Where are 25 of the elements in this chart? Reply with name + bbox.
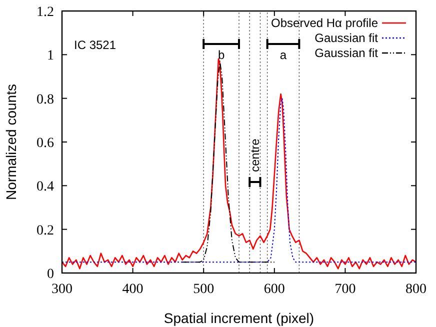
legend-label: Gaussian fit (314, 46, 379, 60)
annotation: a (280, 48, 287, 62)
x-tick-label: 300 (52, 282, 72, 297)
y-tick-label: 0.6 (36, 136, 54, 151)
y-tick-label: 0.2 (36, 223, 54, 238)
y-axis-title: Normalized counts (3, 84, 19, 200)
line-series (61, 58, 417, 270)
x-tick-label: 500 (193, 282, 214, 297)
y-tick-label: 0.8 (36, 92, 54, 108)
x-tick-label: 800 (406, 282, 426, 297)
annotation: IC 3521 (74, 38, 116, 52)
y-tick-label: 1.2 (36, 5, 54, 20)
legend-label: Observed Hα profile (271, 16, 378, 30)
annotation: centre (248, 138, 262, 172)
x-tick-label: 700 (334, 282, 356, 297)
line-series (182, 60, 275, 263)
legend-label: Gaussian fit (314, 31, 379, 45)
annotation: b (218, 48, 225, 62)
x-axis-title: Spatial increment (pixel) (164, 310, 314, 326)
y-tick-label: 1 (47, 48, 54, 64)
y-tick-label: 0 (47, 267, 54, 282)
x-tick-label: 400 (122, 282, 144, 297)
y-tick-label: 0.4 (36, 180, 54, 195)
line-series (62, 98, 416, 263)
x-tick-label: 600 (264, 282, 285, 297)
